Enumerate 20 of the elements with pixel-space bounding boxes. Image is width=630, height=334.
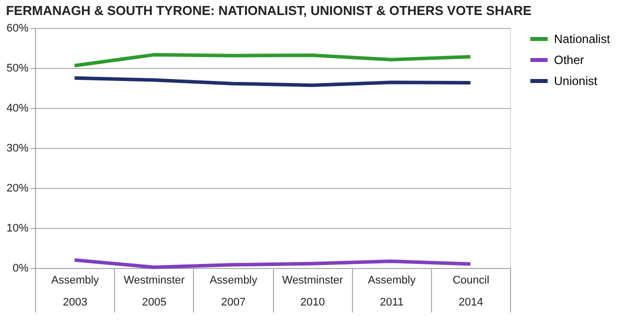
y-tick-label: 30% [6,142,29,154]
x-tick-label: Assembly 2007 [210,274,258,308]
y-tick-label: 60% [6,22,29,34]
x-tick-label: Assembly 2011 [368,274,416,308]
x-tick-label: Assembly 2003 [51,274,100,308]
x-tick-label: Westminster 2005 [124,274,186,308]
line-series [72,76,472,87]
y-tick-label: 0% [12,262,29,274]
y-tick-label: 10% [6,222,29,234]
legend-label: Other [554,53,584,67]
y-tick-label: 50% [6,62,29,74]
y-tick-label: 20% [6,182,29,194]
line-series [72,258,472,269]
legend-label: Nationalist [554,32,611,46]
line-series [72,53,472,68]
chart-title: FERMANAGH & SOUTH TYRONE: NATIONALIST, UNIONIST & OTHERS VOTE SHARE [6,3,532,18]
legend-label: Unionist [554,74,598,88]
x-tick-label: Council 2014 [452,274,490,308]
x-tick-label: Westminster 2010 [282,274,344,308]
y-tick-label: 40% [6,102,29,114]
